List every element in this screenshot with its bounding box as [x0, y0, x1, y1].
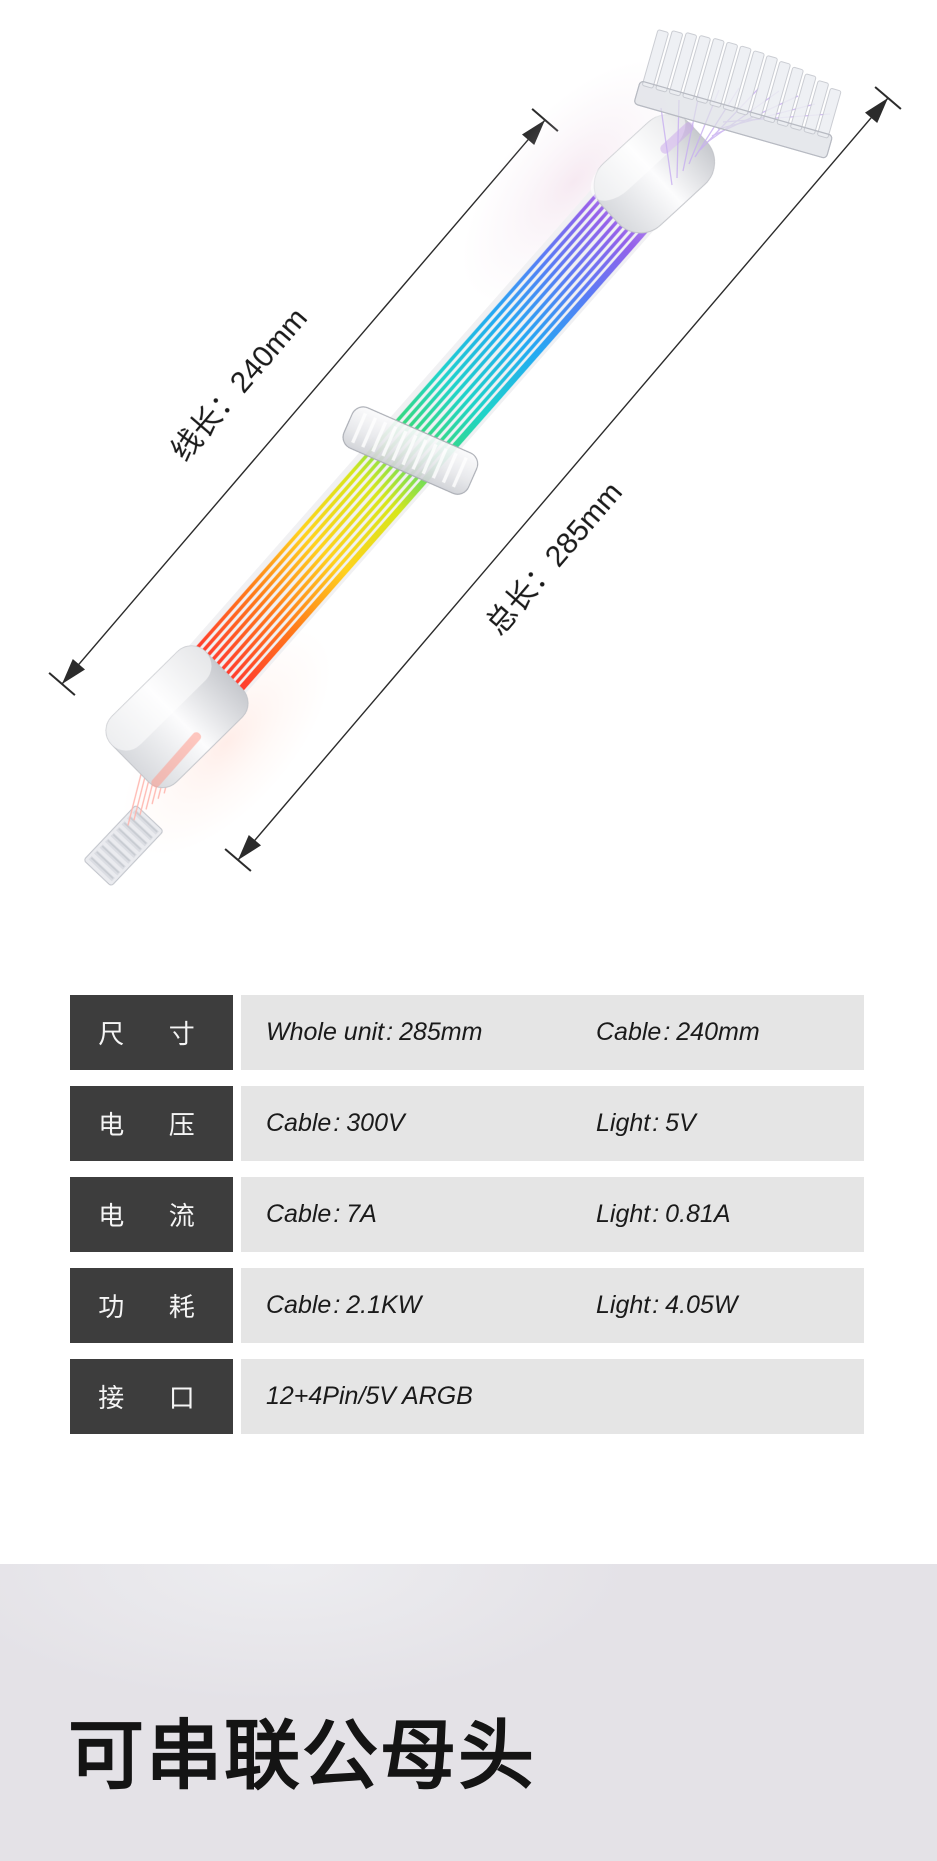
svg-text:总长：285mm: 总长：285mm — [480, 476, 629, 642]
svg-text:线长：240mm: 线长：240mm — [165, 302, 314, 468]
